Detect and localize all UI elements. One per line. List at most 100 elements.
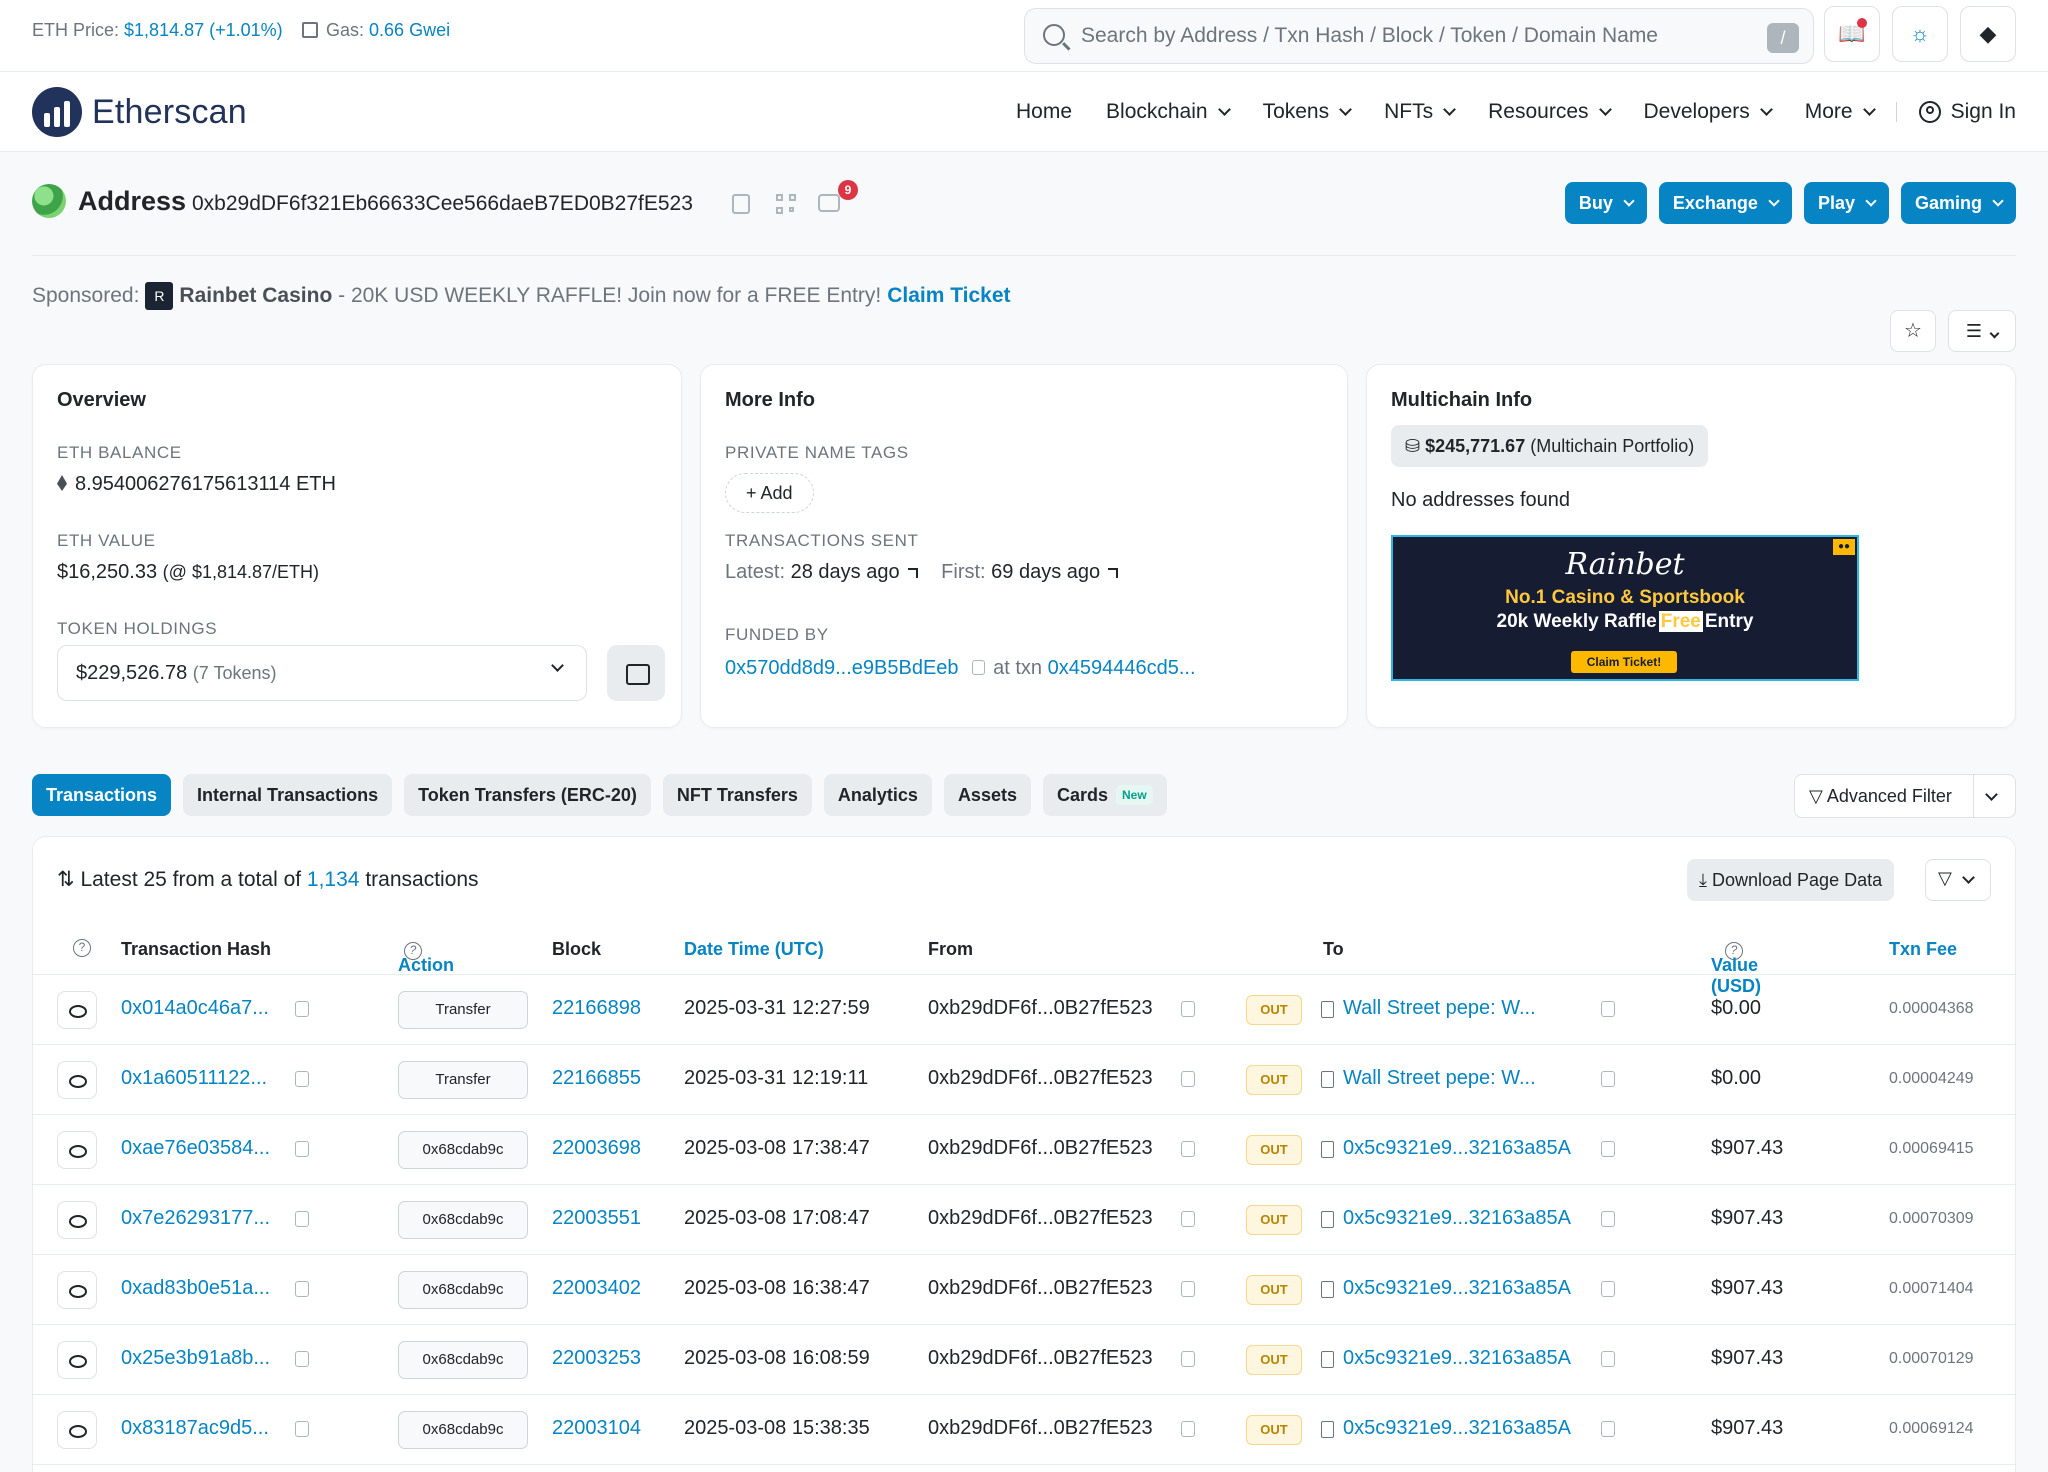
copy-icon[interactable] (1601, 1001, 1615, 1017)
wallet-icon[interactable] (607, 645, 665, 701)
tab-nft-transfers[interactable]: NFT Transfers (662, 774, 812, 816)
tab-assets[interactable]: Assets (943, 774, 1031, 816)
eth-price-value[interactable]: $1,814.87 (+1.01%) (124, 20, 283, 40)
network-button[interactable]: ◆ (1960, 6, 2016, 62)
tab-cards[interactable]: Cards New (1042, 774, 1167, 816)
claim-ticket-link[interactable]: Claim Ticket (887, 284, 1011, 307)
block-link[interactable]: 22166898 (552, 997, 641, 1019)
to-address-link[interactable]: Wall Street pepe: W... (1343, 1067, 1536, 1089)
search-input[interactable] (1081, 19, 1721, 53)
copy-icon[interactable] (1601, 1071, 1615, 1087)
copy-icon[interactable] (295, 1421, 309, 1437)
eye-icon[interactable] (57, 1131, 97, 1169)
total-transactions-link[interactable]: 1,134 (306, 868, 360, 891)
tab-internal-transactions[interactable]: Internal Transactions (183, 774, 393, 816)
help-icon[interactable]: ? (404, 942, 422, 960)
copy-icon[interactable] (1181, 1071, 1195, 1087)
block-link[interactable]: 22003253 (552, 1347, 641, 1369)
tab-analytics[interactable]: Analytics (823, 774, 932, 816)
col-txn-fee[interactable]: Txn Fee (1889, 939, 1958, 959)
eye-icon[interactable] (57, 1341, 97, 1379)
nav-more[interactable]: More (1805, 100, 1876, 124)
txn-hash-link[interactable]: 0x83187ac9d5... (121, 1417, 269, 1439)
nav-nfts[interactable]: NFTs (1384, 100, 1456, 124)
txn-hash-link[interactable]: 0xad83b0e51a... (121, 1277, 271, 1299)
qr-code-icon[interactable] (776, 194, 796, 214)
copy-icon[interactable] (295, 1141, 309, 1157)
comment-icon[interactable] (818, 194, 840, 212)
sponsor-brand[interactable]: Rainbet Casino (179, 284, 333, 307)
help-icon[interactable]: ? (73, 939, 91, 957)
multichain-portfolio-button[interactable]: ⛁ $245,771.67 (Multichain Portfolio) (1391, 425, 1709, 467)
txn-hash-link[interactable]: 0xae76e03584... (121, 1137, 271, 1159)
eye-icon[interactable] (57, 1411, 97, 1449)
nav-resources[interactable]: Resources (1488, 100, 1612, 124)
copy-icon[interactable] (1601, 1351, 1615, 1367)
block-link[interactable]: 22003104 (552, 1417, 641, 1439)
eye-icon[interactable] (57, 1061, 97, 1099)
favorite-button[interactable]: ☆ (1890, 310, 1936, 352)
buy-button[interactable]: Buy (1564, 182, 1647, 224)
txn-hash-link[interactable]: 0x7e26293177... (121, 1207, 271, 1229)
rainbet-ad-banner[interactable]: Rainbet No.1 Casino & Sportsbook 20k Wee… (1391, 535, 1859, 681)
copy-icon[interactable] (1181, 1211, 1195, 1227)
to-address-link[interactable]: 0x5c9321e9...32163a85A (1343, 1277, 1571, 1299)
copy-icon[interactable] (1601, 1211, 1615, 1227)
col-date-time[interactable]: Date Time (UTC) (684, 939, 824, 959)
copy-icon[interactable] (1181, 1001, 1195, 1017)
copy-icon[interactable] (1601, 1141, 1615, 1157)
eye-icon[interactable] (57, 1271, 97, 1309)
copy-icon[interactable] (1181, 1281, 1195, 1297)
play-button[interactable]: Play (1803, 182, 1889, 224)
gas-value[interactable]: 0.66 Gwei (369, 20, 451, 40)
block-link[interactable]: 22003698 (552, 1137, 641, 1159)
copy-icon[interactable] (1601, 1421, 1615, 1437)
funded-by-address-link[interactable]: 0x570dd8d9...e9B5BdEeb (725, 657, 959, 679)
eye-icon[interactable] (57, 1201, 97, 1239)
nav-home[interactable]: Home (1015, 100, 1073, 123)
copy-icon[interactable] (295, 1351, 309, 1367)
txn-hash-link[interactable]: 0x014a0c46a7... (121, 997, 269, 1019)
token-holdings-dropdown[interactable]: $229,526.78 (7 Tokens) (57, 645, 587, 701)
gaming-button[interactable]: Gaming (1900, 182, 2016, 224)
advanced-filter-button[interactable]: ▽ Advanced Filter (1794, 774, 2016, 818)
copy-icon[interactable] (295, 1001, 309, 1017)
block-link[interactable]: 22166855 (552, 1067, 641, 1089)
eye-icon[interactable] (57, 991, 97, 1029)
first-txn-link[interactable]: 69 days ago (991, 561, 1101, 583)
filter-dropdown-button[interactable]: ▽ (1925, 859, 1991, 901)
copy-icon[interactable] (295, 1211, 309, 1227)
help-icon[interactable]: ? (1725, 942, 1743, 960)
download-page-data-button[interactable]: ⤓ Download Page Data (1687, 859, 1895, 901)
nav-tokens[interactable]: Tokens (1263, 100, 1352, 124)
list-options-button[interactable]: ☰ (1948, 310, 2016, 352)
theme-toggle-button[interactable]: ☼ (1892, 6, 1948, 62)
col-value[interactable]: Value (USD)? (1711, 942, 1761, 996)
to-address-link[interactable]: 0x5c9321e9...32163a85A (1343, 1137, 1571, 1159)
nav-developers[interactable]: Developers (1644, 100, 1773, 124)
to-address-link[interactable]: 0x5c9321e9...32163a85A (1343, 1417, 1571, 1439)
copy-icon[interactable] (295, 1071, 309, 1087)
exchange-button[interactable]: Exchange (1658, 182, 1792, 224)
latest-txn-link[interactable]: 28 days ago (790, 561, 900, 583)
tab-transactions[interactable]: Transactions (32, 774, 172, 816)
etherscan-logo[interactable]: Etherscan (32, 86, 247, 138)
txn-hash-link[interactable]: 0x25e3b91a8b... (121, 1347, 271, 1369)
copy-icon[interactable] (1601, 1281, 1615, 1297)
copy-icon[interactable] (732, 194, 750, 214)
block-link[interactable]: 22003402 (552, 1277, 641, 1299)
ad-claim-ticket-button[interactable]: Claim Ticket! (1571, 651, 1677, 673)
funding-txn-link[interactable]: 0x4594446cd5... (1047, 657, 1196, 679)
copy-icon[interactable] (972, 660, 986, 675)
to-address-link[interactable]: 0x5c9321e9...32163a85A (1343, 1207, 1571, 1229)
copy-icon[interactable] (1181, 1141, 1195, 1157)
copy-icon[interactable] (1181, 1421, 1195, 1437)
tab-token-transfers[interactable]: Token Transfers (ERC-20) (404, 774, 651, 816)
sign-in-link[interactable]: Sign In (1918, 100, 2016, 124)
copy-icon[interactable] (1181, 1351, 1195, 1367)
col-action[interactable]: Action? (398, 942, 454, 975)
chevron-down-icon[interactable] (1985, 788, 1998, 801)
add-name-tag-button[interactable]: + Add (725, 473, 814, 513)
to-address-link[interactable]: 0x5c9321e9...32163a85A (1343, 1347, 1571, 1369)
book-button[interactable]: 📖 (1824, 6, 1880, 62)
